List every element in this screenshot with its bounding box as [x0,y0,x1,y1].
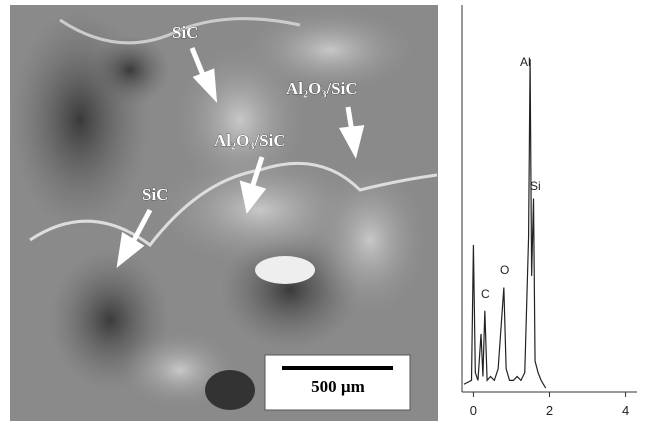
x-tick-label: 0 [470,403,477,418]
peak-label: Si [530,179,541,193]
spectrum-chart: 0 2 4 Al Si OC [462,5,637,418]
spectrum-line [464,59,546,388]
x-tick-label: 2 [546,403,553,418]
x-tick-label: 4 [622,403,629,418]
peak-label: Al [520,55,531,69]
figure: SiC Al₂O₃/SiC Al₂O₃/SiC SiC 500 µm 024Al… [0,0,649,427]
phase-label: SiC [142,185,168,204]
phase-label: Al₂O₃/SiC [214,131,286,150]
phase-label: SiC [172,23,198,42]
peak-label: O [500,263,509,277]
sem-image: SiC Al₂O₃/SiC Al₂O₃/SiC SiC 500 µm [10,5,438,421]
scale-bar-label: 500 µm [311,377,365,396]
peak-label: C [481,287,490,301]
phase-label: Al₂O₃/SiC [286,79,358,98]
page: {"sem_image": {"labels": ["SiC", "Al₂O₃/… [0,0,649,427]
